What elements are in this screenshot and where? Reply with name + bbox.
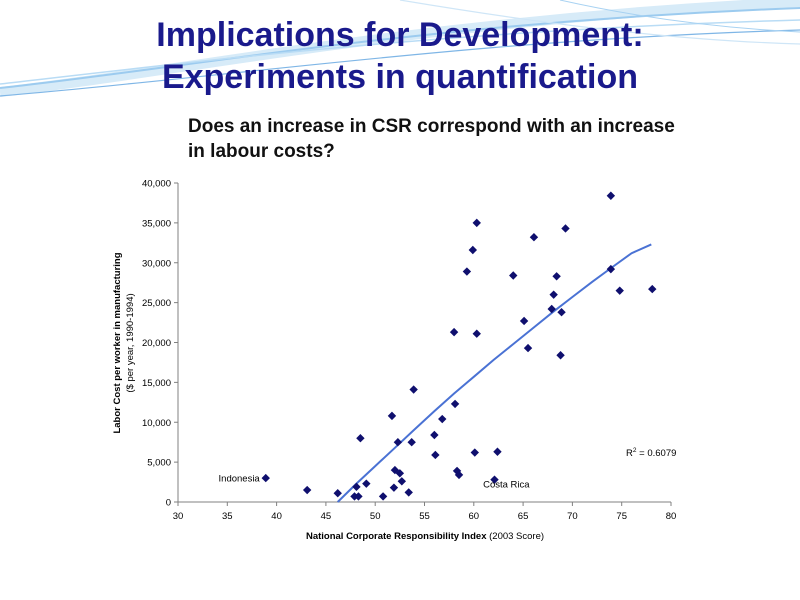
r-squared-label: R2 = 0.6079 <box>626 447 676 459</box>
data-point <box>462 267 472 276</box>
y-tick-label: 10,000 <box>142 418 171 429</box>
data-point <box>431 450 440 460</box>
data-point <box>523 343 533 353</box>
x-tick-label: 80 <box>666 511 677 522</box>
slide-subtitle: Does an increase in CSR correspond with … <box>188 116 675 162</box>
data-point <box>430 430 439 440</box>
x-tick-label: 70 <box>567 511 578 522</box>
data-point <box>387 411 397 421</box>
x-tick-label: 45 <box>321 511 332 522</box>
data-point <box>529 233 539 242</box>
slide-title: Implications for Development: Experiment… <box>0 14 800 98</box>
data-point <box>352 482 361 492</box>
data-point <box>354 492 363 501</box>
data-point <box>552 272 561 281</box>
data-points <box>261 191 657 501</box>
data-point <box>468 245 478 255</box>
data-point <box>438 414 447 424</box>
annotation-label: Costa Rica <box>483 480 530 491</box>
data-point <box>549 290 558 299</box>
slide-title-line2: Experiments in quantification <box>161 58 639 96</box>
data-point <box>556 351 565 360</box>
x-axis-label-suffix: (2003 Score) <box>486 531 544 542</box>
tick-labels: 30 35 40 45 50 55 60 65 70 75 80 0 5,000 10,000 15,000… <box>142 179 676 523</box>
y-tick-label: 35,000 <box>142 218 171 229</box>
axes <box>174 182 672 506</box>
y-tick-label: 30,000 <box>142 258 171 269</box>
x-tick-label: 30 <box>173 511 184 522</box>
trendline-group <box>336 243 652 503</box>
data-point <box>407 437 416 447</box>
data-point <box>362 479 371 488</box>
data-point <box>404 488 413 497</box>
data-point <box>557 307 566 317</box>
data-point <box>261 473 270 483</box>
y-tick-label: 40,000 <box>142 179 171 190</box>
x-tick-label: 75 <box>616 511 627 522</box>
data-point <box>509 271 518 280</box>
data-point <box>449 327 459 337</box>
data-point <box>615 286 624 295</box>
slide-title-line1: Implications for Development: <box>156 16 644 54</box>
data-point <box>519 316 529 326</box>
y-tick-label: 15,000 <box>142 378 171 389</box>
x-axis-label: National Corporate Responsibility Index … <box>306 531 544 542</box>
x-tick-label: 40 <box>271 511 282 522</box>
x-tick-label: 60 <box>469 511 480 522</box>
data-point <box>606 264 616 274</box>
data-point <box>470 448 479 457</box>
annotation-label: Indonesia <box>219 473 261 484</box>
y-tick-label: 0 <box>166 498 171 509</box>
y-axis-label-line2: ($ per year, 1990-1994) <box>125 293 136 392</box>
x-tick-label: 65 <box>518 511 529 522</box>
chart-labels: Labor Cost per worker in manufacturing (… <box>112 252 676 542</box>
data-point <box>561 224 570 233</box>
data-point <box>302 485 312 495</box>
y-tick-label: 25,000 <box>142 298 171 309</box>
x-axis-label-main: National Corporate Responsibility Index <box>306 531 487 542</box>
data-point <box>393 437 403 447</box>
data-point <box>356 434 365 443</box>
x-tick-label: 35 <box>222 511 233 522</box>
data-point <box>395 469 405 478</box>
data-point <box>648 284 657 294</box>
data-point <box>333 489 342 498</box>
data-point <box>397 477 407 486</box>
data-point <box>454 470 464 480</box>
data-point <box>450 399 460 409</box>
r-squared-value: = 0.6079 <box>637 448 677 459</box>
data-point <box>389 483 399 492</box>
x-tick-label: 50 <box>370 511 381 522</box>
data-point <box>606 191 616 200</box>
data-point <box>472 218 481 228</box>
r-squared-r: R <box>626 448 633 459</box>
trendline <box>336 243 652 503</box>
data-point <box>378 492 388 501</box>
data-point <box>409 385 418 394</box>
data-point <box>493 447 502 456</box>
y-axis-label-line1: Labor Cost per worker in manufacturing <box>112 252 123 433</box>
scatter-chart: 30 35 40 45 50 55 60 65 70 75 80 0 5,000 10,000 15,000… <box>112 179 676 543</box>
y-tick-label: 5,000 <box>147 458 171 469</box>
r-squared-sup: 2 <box>633 447 637 454</box>
y-tick-label: 20,000 <box>142 338 171 349</box>
x-tick-label: 55 <box>419 511 430 522</box>
top-swoosh-decoration <box>0 0 800 97</box>
data-point <box>472 329 481 338</box>
data-point <box>490 475 499 484</box>
